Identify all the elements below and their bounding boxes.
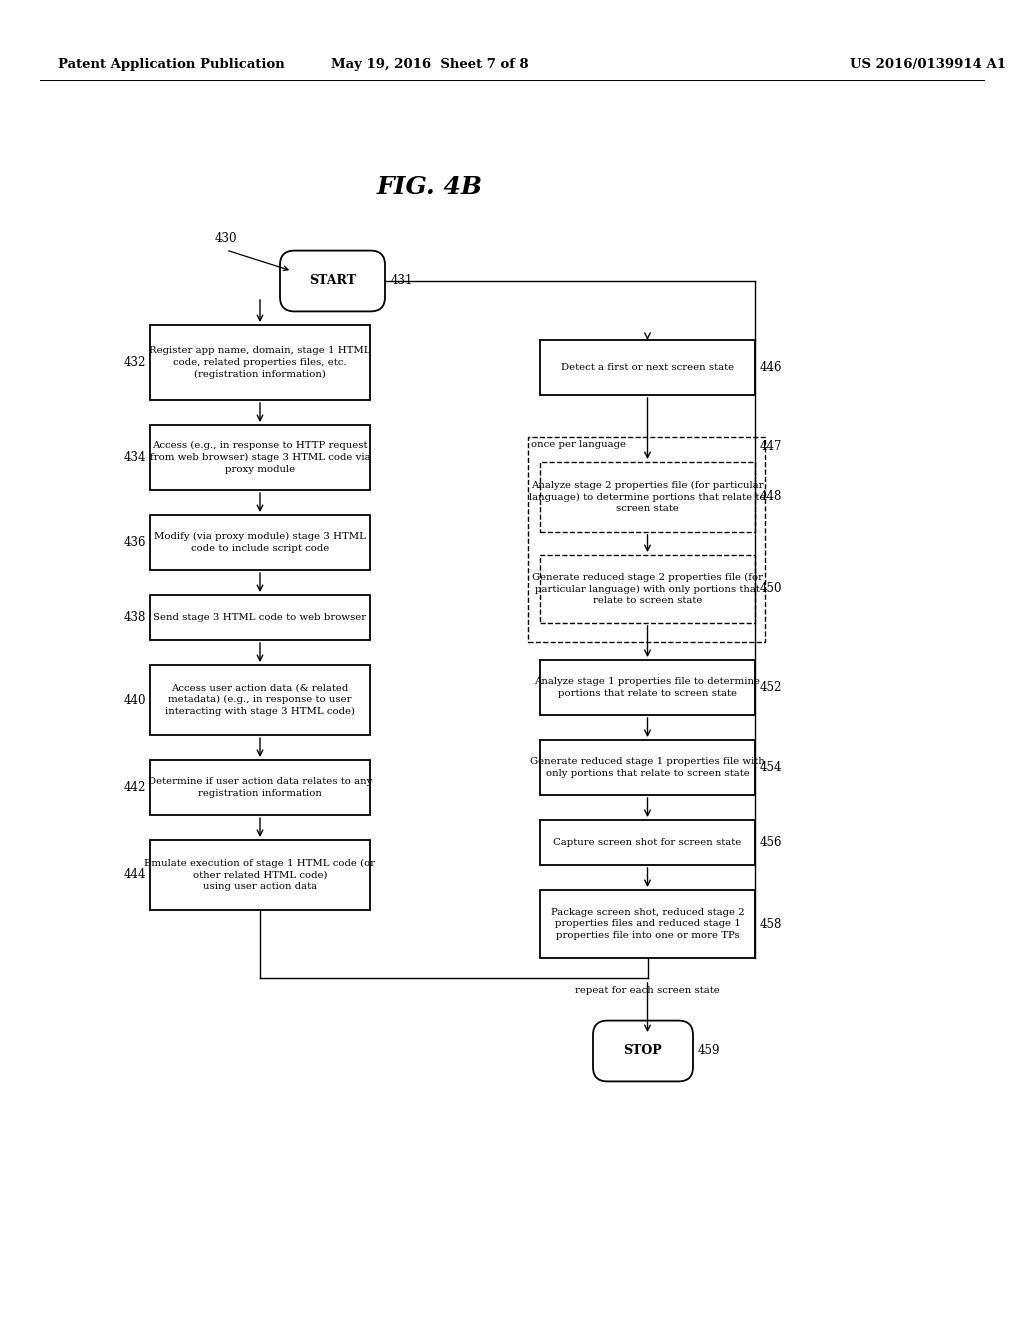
Text: 447: 447: [760, 440, 782, 453]
Text: Patent Application Publication: Patent Application Publication: [58, 58, 285, 71]
Text: 436: 436: [124, 536, 146, 549]
Bar: [150, 665, 370, 735]
Text: 431: 431: [391, 275, 414, 288]
Bar: [540, 462, 755, 532]
Bar: [540, 890, 755, 958]
Text: 440: 440: [124, 693, 146, 706]
Text: Package screen shot, reduced stage 2
properties files and reduced stage 1
proper: Package screen shot, reduced stage 2 pro…: [551, 908, 744, 940]
Text: Analyze stage 2 properties file (for particular
language) to determine portions : Analyze stage 2 properties file (for par…: [529, 480, 766, 513]
Text: 450: 450: [760, 582, 782, 595]
Text: 459: 459: [698, 1044, 721, 1057]
Text: Emulate execution of stage 1 HTML code (or
other related HTML code)
using user a: Emulate execution of stage 1 HTML code (…: [144, 858, 376, 891]
Text: Generate reduced stage 2 properties file (for
particular language) with only por: Generate reduced stage 2 properties file…: [532, 573, 763, 606]
Text: Analyze stage 1 properties file to determine
portions that relate to screen stat: Analyze stage 1 properties file to deter…: [535, 677, 761, 698]
Text: Determine if user action data relates to any
registration information: Determine if user action data relates to…: [147, 777, 372, 797]
Bar: [540, 660, 755, 715]
Text: 456: 456: [760, 836, 782, 849]
Text: FIG. 4B: FIG. 4B: [377, 176, 483, 199]
Bar: [150, 515, 370, 570]
Bar: [150, 325, 370, 400]
Text: once per language: once per language: [531, 440, 626, 449]
Text: 432: 432: [124, 356, 146, 370]
Bar: [150, 840, 370, 909]
Text: Capture screen shot for screen state: Capture screen shot for screen state: [553, 838, 741, 847]
Text: 452: 452: [760, 681, 782, 694]
Text: 438: 438: [124, 611, 146, 624]
Text: Modify (via proxy module) stage 3 HTML
code to include script code: Modify (via proxy module) stage 3 HTML c…: [154, 532, 366, 553]
Text: Send stage 3 HTML code to web browser: Send stage 3 HTML code to web browser: [154, 612, 367, 622]
Bar: [150, 595, 370, 640]
Text: 454: 454: [760, 762, 782, 774]
Text: 442: 442: [124, 781, 146, 795]
Text: repeat for each screen state: repeat for each screen state: [575, 986, 720, 995]
Text: Access user action data (& related
metadata) (e.g., in response to user
interact: Access user action data (& related metad…: [165, 684, 355, 717]
Bar: [528, 437, 765, 642]
Text: 458: 458: [760, 917, 782, 931]
Text: 444: 444: [124, 869, 146, 882]
Bar: [540, 741, 755, 795]
Text: STOP: STOP: [624, 1044, 663, 1057]
Text: START: START: [309, 275, 356, 288]
Text: Register app name, domain, stage 1 HTML
code, related properties files, etc.
(re: Register app name, domain, stage 1 HTML …: [150, 346, 371, 379]
Bar: [540, 341, 755, 395]
Text: May 19, 2016  Sheet 7 of 8: May 19, 2016 Sheet 7 of 8: [331, 58, 528, 71]
Text: 446: 446: [760, 360, 782, 374]
Text: 434: 434: [124, 451, 146, 465]
Text: 448: 448: [760, 491, 782, 503]
Bar: [150, 760, 370, 814]
Bar: [540, 820, 755, 865]
Text: Generate reduced stage 1 properties file with
only portions that relate to scree: Generate reduced stage 1 properties file…: [530, 758, 765, 777]
Text: 430: 430: [215, 232, 238, 246]
Bar: [150, 425, 370, 490]
Text: US 2016/0139914 A1: US 2016/0139914 A1: [850, 58, 1006, 71]
Bar: [540, 554, 755, 623]
Text: Access (e.g., in response to HTTP request
from web browser) stage 3 HTML code vi: Access (e.g., in response to HTTP reques…: [150, 441, 371, 474]
Text: Detect a first or next screen state: Detect a first or next screen state: [561, 363, 734, 372]
